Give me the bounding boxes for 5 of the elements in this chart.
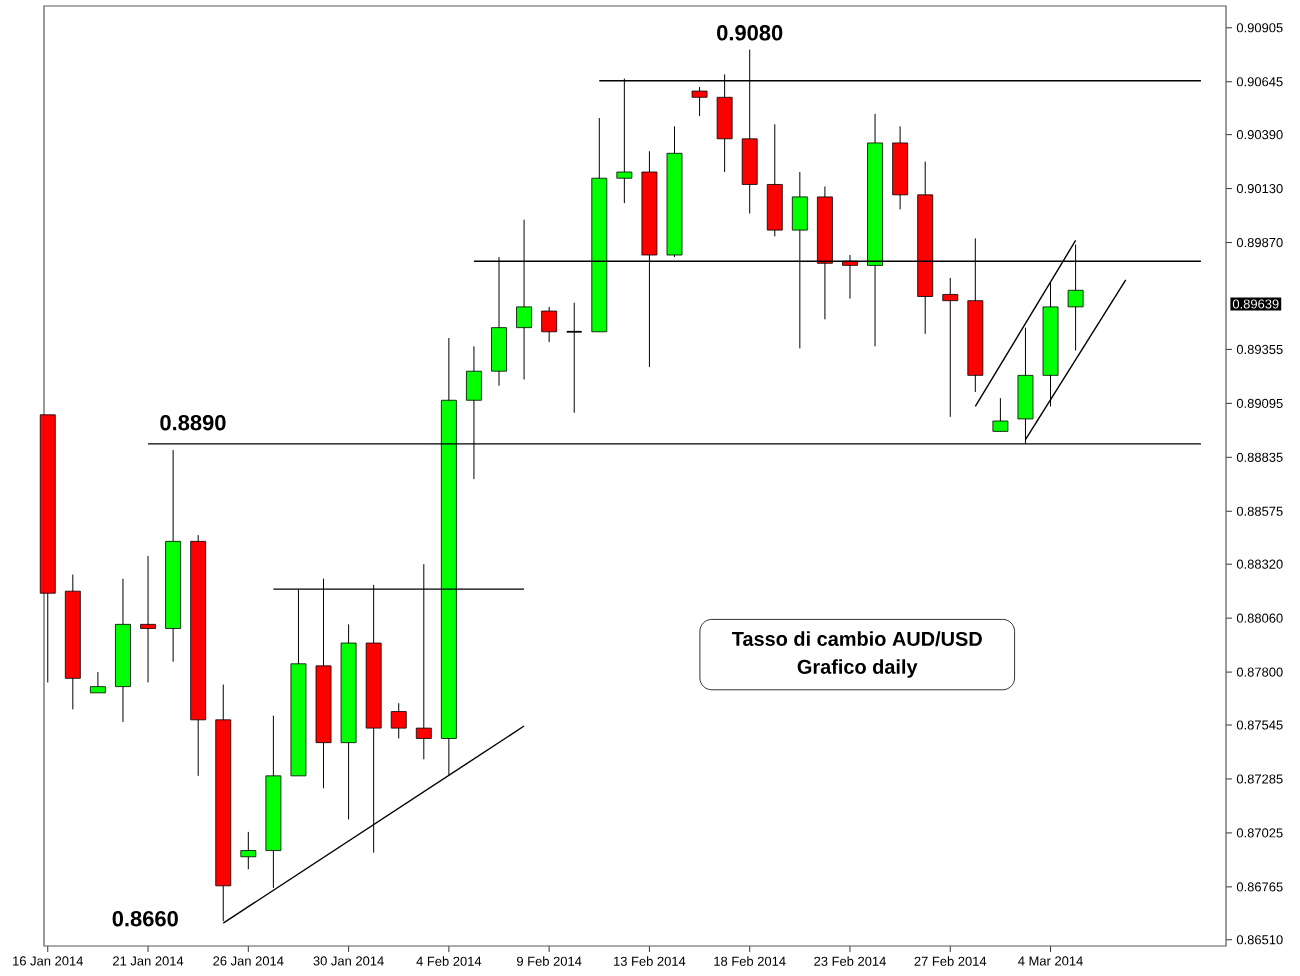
- annotation: 0.8890: [160, 414, 226, 431]
- annotation: 0.8660: [112, 911, 178, 927]
- text: Tasso di cambio AUD/USD: [731, 631, 982, 647]
- text: Grafico daily: [797, 659, 918, 678]
- annotation: 0.9080: [717, 25, 783, 41]
